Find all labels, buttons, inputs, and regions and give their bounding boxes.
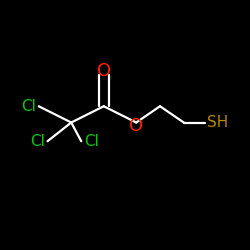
Text: O: O (129, 117, 143, 135)
Text: Cl: Cl (22, 99, 36, 114)
Text: Cl: Cl (30, 134, 45, 149)
Text: SH: SH (208, 115, 229, 130)
Text: O: O (97, 62, 111, 80)
Text: Cl: Cl (84, 134, 98, 149)
